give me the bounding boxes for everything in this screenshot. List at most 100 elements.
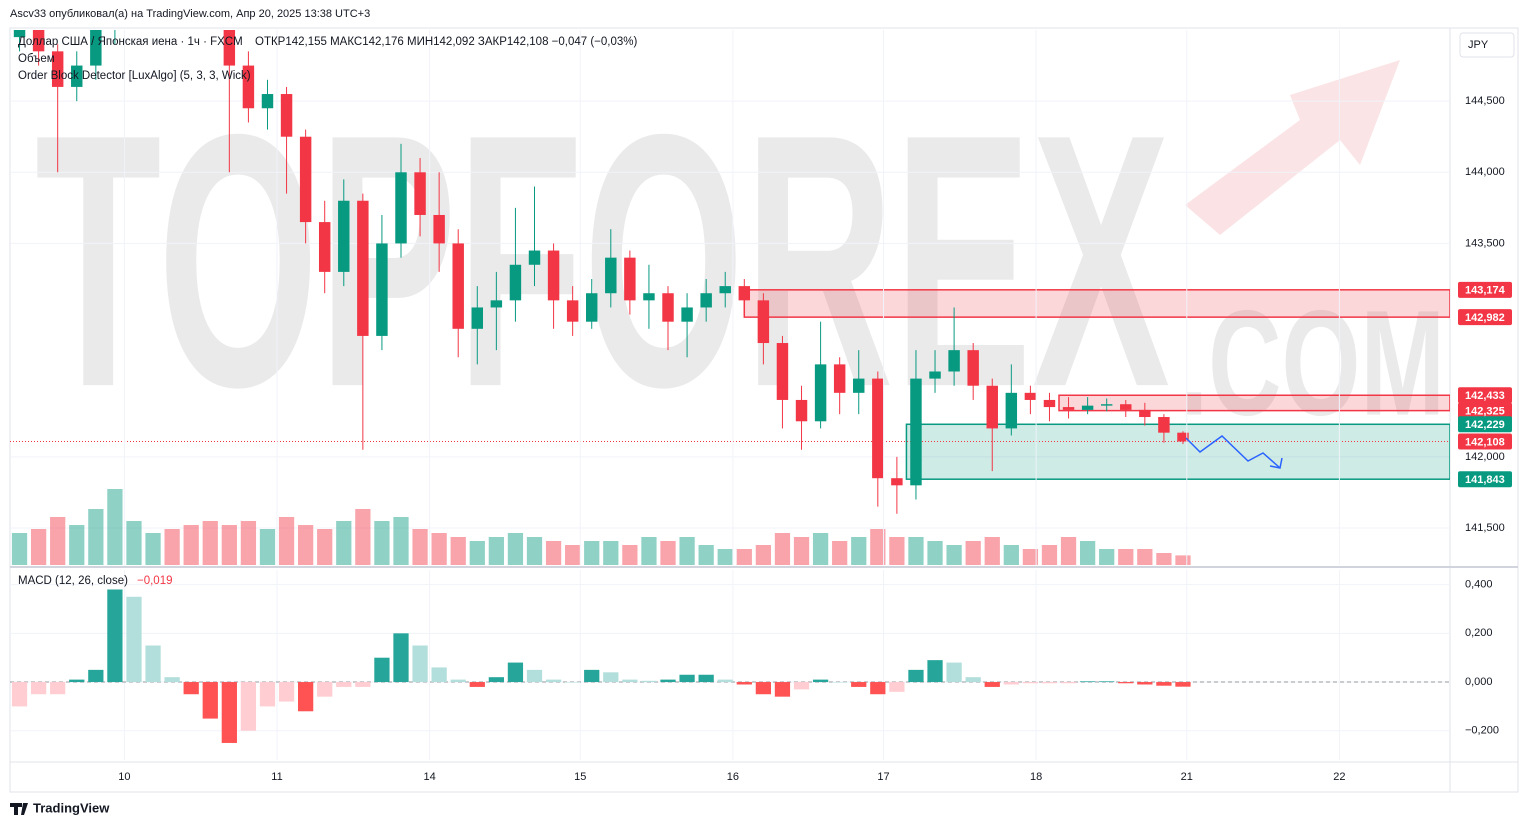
price-label-box xyxy=(1458,433,1512,450)
macd-bar xyxy=(526,669,543,683)
macd-bar xyxy=(946,662,962,683)
candle-body xyxy=(681,307,693,322)
y-tick-label: 0,400 xyxy=(1465,579,1493,591)
volume-bar xyxy=(355,509,371,565)
volume-bar xyxy=(832,541,848,565)
macd-bar xyxy=(641,680,657,683)
candle-body xyxy=(471,307,484,329)
volume-bar xyxy=(545,541,562,565)
volume-bar xyxy=(374,521,390,565)
macd-bar xyxy=(1137,682,1153,685)
macd-bar xyxy=(336,682,352,687)
volume-bar xyxy=(927,541,943,565)
macd-bar xyxy=(469,682,485,687)
y-tick-label: 142,000 xyxy=(1465,451,1505,463)
macd-bar xyxy=(240,682,257,731)
volume-bar xyxy=(870,529,886,565)
macd-bar xyxy=(1118,682,1134,684)
volume-bar xyxy=(317,529,333,565)
volume-bar xyxy=(641,537,657,565)
macd-bar xyxy=(812,679,829,683)
macd-bar xyxy=(965,677,981,683)
volume-bar xyxy=(1118,549,1134,565)
volume-bar xyxy=(1079,541,1096,565)
volume-bar xyxy=(584,541,600,565)
price-label-box xyxy=(1458,387,1512,404)
macd-bar xyxy=(584,669,600,683)
legend-macd: MACD (12, 26, close) xyxy=(18,575,128,587)
macd-bar xyxy=(1003,682,1019,685)
y-tick-label: 144,500 xyxy=(1465,95,1505,107)
candle-body xyxy=(757,300,770,344)
y-tick-label: 144,000 xyxy=(1465,166,1505,178)
volume-bar xyxy=(202,521,218,565)
candle-body xyxy=(967,350,979,386)
header: Ascv33 опубликовал(а) на TradingView.com… xyxy=(10,8,370,20)
price-label: 143,174 xyxy=(1465,285,1506,297)
candle-body xyxy=(1081,405,1094,410)
volume-bar xyxy=(1175,555,1191,565)
volume-bar xyxy=(793,537,810,565)
macd-bar xyxy=(622,679,638,683)
legend-ohlc: ОТКР142,155 МАКС142,176 МИН142,092 ЗАКР1… xyxy=(255,36,638,48)
order-block xyxy=(743,289,1450,318)
candle-body xyxy=(624,257,636,301)
macd-bar xyxy=(278,682,295,702)
volume-bar xyxy=(679,537,695,565)
volume-bar xyxy=(507,533,524,565)
volume-bar xyxy=(450,537,466,565)
candle-body xyxy=(833,364,846,393)
volume-bar xyxy=(698,545,714,565)
y-tick-label: 143,500 xyxy=(1465,237,1505,249)
candle-body xyxy=(1177,432,1189,442)
price-pane xyxy=(10,30,1450,565)
candle-body xyxy=(662,293,674,322)
volume-bar xyxy=(736,549,752,565)
volume-bar xyxy=(259,529,276,565)
macd-bar xyxy=(927,660,943,683)
macd-bar xyxy=(1041,682,1058,684)
candle-body xyxy=(1100,404,1113,406)
volume-bar xyxy=(965,541,981,565)
macd-bar xyxy=(774,682,791,697)
currency: JPY xyxy=(1468,39,1489,51)
candle-body xyxy=(433,214,445,244)
legend-indicator: Order Block Detector [LuxAlgo] (5, 3, 3,… xyxy=(18,70,251,82)
macd-bar xyxy=(1175,682,1191,687)
candle-body xyxy=(547,250,560,301)
candle-body xyxy=(929,371,941,379)
macd-bar xyxy=(851,682,867,687)
volume-bar xyxy=(336,521,352,565)
macd-bar xyxy=(1156,682,1172,686)
watermark: TOPFOREX .COM xyxy=(35,60,1445,462)
macd-bar xyxy=(908,669,924,683)
candle-body xyxy=(13,30,26,38)
candle-body xyxy=(51,51,64,87)
candle-body xyxy=(1158,417,1170,433)
volume-bar xyxy=(488,537,504,565)
candle-body xyxy=(814,364,827,422)
volume-bar xyxy=(88,509,104,565)
volume-bar xyxy=(565,545,581,565)
macd-bar xyxy=(11,682,28,707)
macd-bar xyxy=(69,679,85,683)
macd-bar xyxy=(698,674,714,683)
macd-bar xyxy=(355,682,371,687)
x-tick-label: 14 xyxy=(423,771,435,783)
candle-body xyxy=(948,350,960,372)
y-tick-label: 0,000 xyxy=(1465,676,1493,688)
candle-body xyxy=(776,343,789,400)
legend-volume: Объем xyxy=(18,53,55,65)
macd-pane xyxy=(10,570,1450,760)
candle-body xyxy=(299,136,312,223)
candle-body xyxy=(643,293,655,301)
candle-body xyxy=(853,378,865,393)
candle-body xyxy=(700,293,712,308)
candle-body xyxy=(1043,399,1056,408)
candle-body xyxy=(586,293,598,322)
volume-bar xyxy=(660,541,676,565)
macd-bar xyxy=(221,682,237,743)
forecast-arrow xyxy=(1185,435,1281,469)
price-label-box xyxy=(1458,471,1512,488)
